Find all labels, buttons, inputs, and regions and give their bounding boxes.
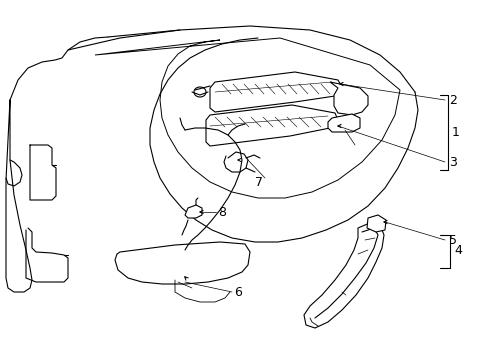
Polygon shape	[327, 114, 359, 132]
Polygon shape	[366, 215, 385, 232]
Polygon shape	[205, 105, 337, 146]
Text: 6: 6	[234, 285, 242, 298]
Text: 3: 3	[448, 156, 456, 168]
Polygon shape	[329, 82, 367, 115]
Polygon shape	[209, 72, 341, 112]
Text: 2: 2	[448, 94, 456, 107]
Text: 7: 7	[254, 176, 263, 189]
Polygon shape	[184, 205, 202, 218]
Text: 8: 8	[218, 206, 225, 219]
Text: 4: 4	[453, 244, 461, 257]
Text: 5: 5	[448, 234, 456, 247]
Text: 1: 1	[451, 126, 459, 139]
